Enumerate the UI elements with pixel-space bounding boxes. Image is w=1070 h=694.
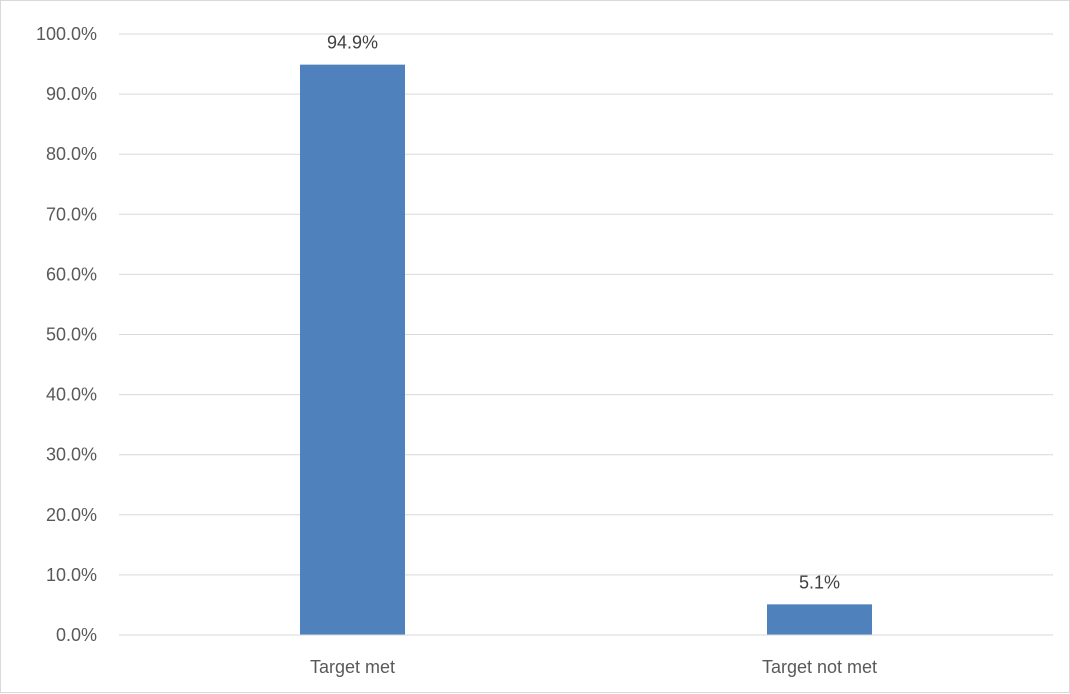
y-tick-label: 10.0% [46, 565, 97, 585]
y-tick-label: 20.0% [46, 505, 97, 525]
y-tick-label: 60.0% [46, 264, 97, 284]
y-tick-label: 70.0% [46, 204, 97, 224]
data-label: 5.1% [799, 572, 840, 592]
y-tick-label: 80.0% [46, 144, 97, 164]
data-label: 94.9% [327, 33, 378, 53]
y-tick-label: 40.0% [46, 385, 97, 405]
y-tick-label: 30.0% [46, 445, 97, 465]
x-category-label: Target met [310, 657, 395, 677]
y-tick-label: 90.0% [46, 84, 97, 104]
x-category-label: Target not met [762, 657, 877, 677]
y-axis-tick-labels: 0.0% 10.0% 20.0% 30.0% 40.0% 50.0% 60.0% 70.0% 8… [36, 24, 97, 645]
gridlines [119, 33, 1053, 576]
y-tick-label: 50.0% [46, 325, 97, 345]
bar-target-not-met [767, 604, 872, 635]
y-tick-label: 0.0% [56, 625, 97, 645]
bars [300, 64, 872, 635]
x-axis-category-labels: Target met Target not met [310, 657, 877, 677]
bar-target-met [300, 64, 405, 635]
y-tick-label: 100.0% [36, 24, 97, 44]
data-labels: 94.9% 5.1% [327, 33, 840, 593]
